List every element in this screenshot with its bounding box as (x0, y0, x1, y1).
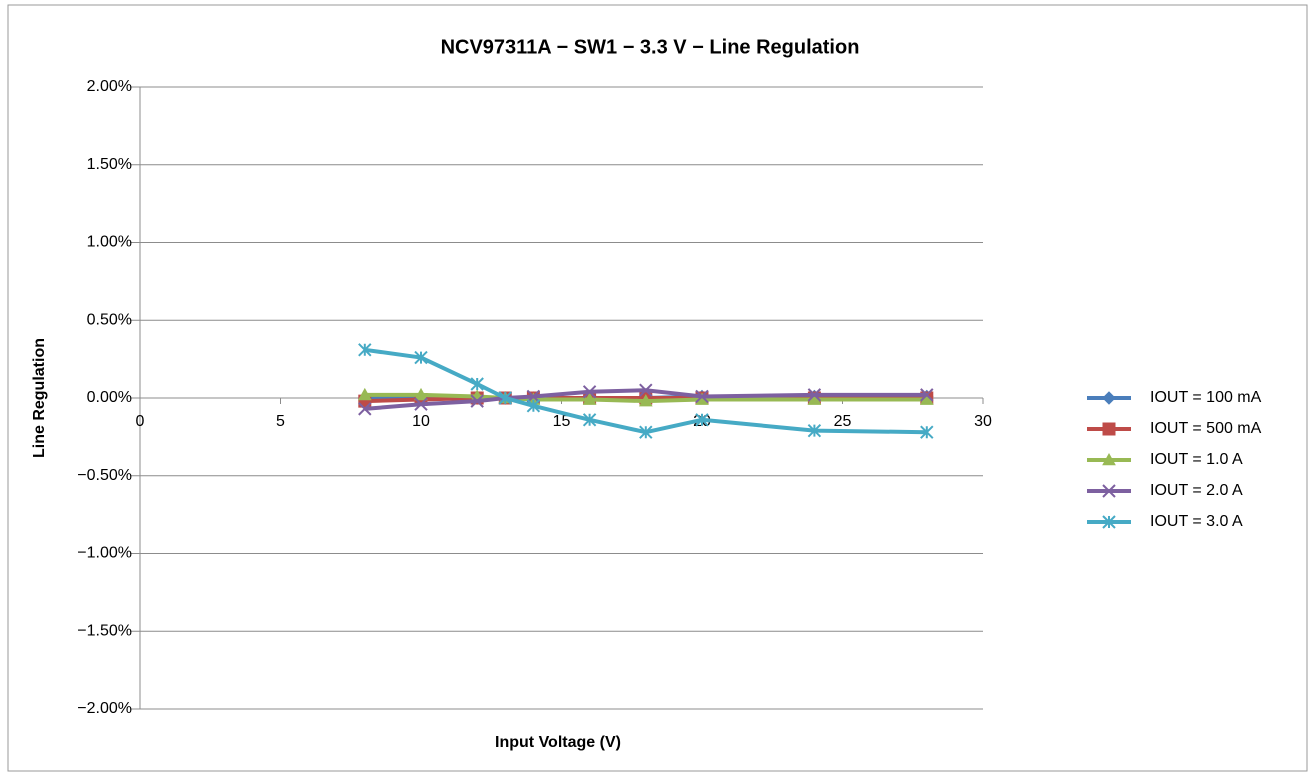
data-point (582, 392, 597, 405)
legend-label: IOUT = 3.0 A (1150, 513, 1243, 530)
y-tick-label: −2.00% (77, 700, 132, 717)
data-point (358, 343, 372, 357)
data-point (414, 350, 428, 365)
x-axis-label: Input Voltage (V) (495, 734, 621, 751)
chart-border (7, 4, 1308, 772)
data-point (358, 402, 372, 416)
y-tick-label: 1.00% (87, 234, 132, 251)
data-point (695, 413, 709, 427)
data-point (470, 377, 484, 391)
legend-marker (1102, 391, 1116, 405)
data-point (695, 389, 709, 404)
data-point (639, 425, 653, 439)
x-tick-label: 15 (553, 413, 571, 430)
data-point (638, 394, 653, 407)
data-point (807, 423, 822, 438)
x-tick-label: 25 (834, 413, 852, 430)
legend-marker (1102, 515, 1116, 529)
data-point (807, 388, 822, 402)
y-tick-label: −0.50% (77, 467, 132, 484)
x-tick-label: 0 (136, 413, 145, 430)
legend-label: IOUT = 2.0 A (1150, 482, 1243, 499)
legend-label: IOUT = 1.0 A (1150, 451, 1243, 468)
y-tick-label: 2.00% (87, 78, 132, 95)
y-tick-label: 1.50% (87, 156, 132, 173)
data-point (414, 387, 428, 401)
legend-marker (1102, 452, 1116, 466)
data-point (920, 425, 934, 439)
chart-title: NCV97311A − SW1 − 3.3 V − Line Regulatio… (441, 36, 860, 58)
data-point (470, 394, 484, 408)
data-point (357, 387, 372, 401)
data-point (414, 397, 428, 411)
x-tick-label: 5 (276, 413, 285, 430)
y-tick-label: −1.00% (77, 545, 132, 562)
legend-label: IOUT = 100 mA (1150, 389, 1262, 406)
series-line (364, 347, 927, 435)
data-point (582, 385, 597, 399)
y-tick-label: 0.00% (87, 389, 132, 406)
data-point (920, 388, 934, 402)
data-point (639, 383, 653, 397)
x-tick-label: 30 (974, 413, 992, 430)
data-point (582, 413, 597, 427)
legend-marker (1102, 484, 1116, 498)
legend-label: IOUT = 500 mA (1150, 420, 1262, 437)
legend-marker (1102, 422, 1116, 436)
y-tick-label: 0.50% (87, 311, 132, 328)
series-line (364, 388, 927, 411)
data-point (498, 391, 513, 405)
y-tick-label: −1.50% (77, 622, 132, 639)
series-line (364, 392, 927, 404)
x-tick-label: 10 (412, 413, 430, 430)
y-axis-label: Line Regulation (31, 338, 48, 458)
data-point (526, 399, 541, 413)
